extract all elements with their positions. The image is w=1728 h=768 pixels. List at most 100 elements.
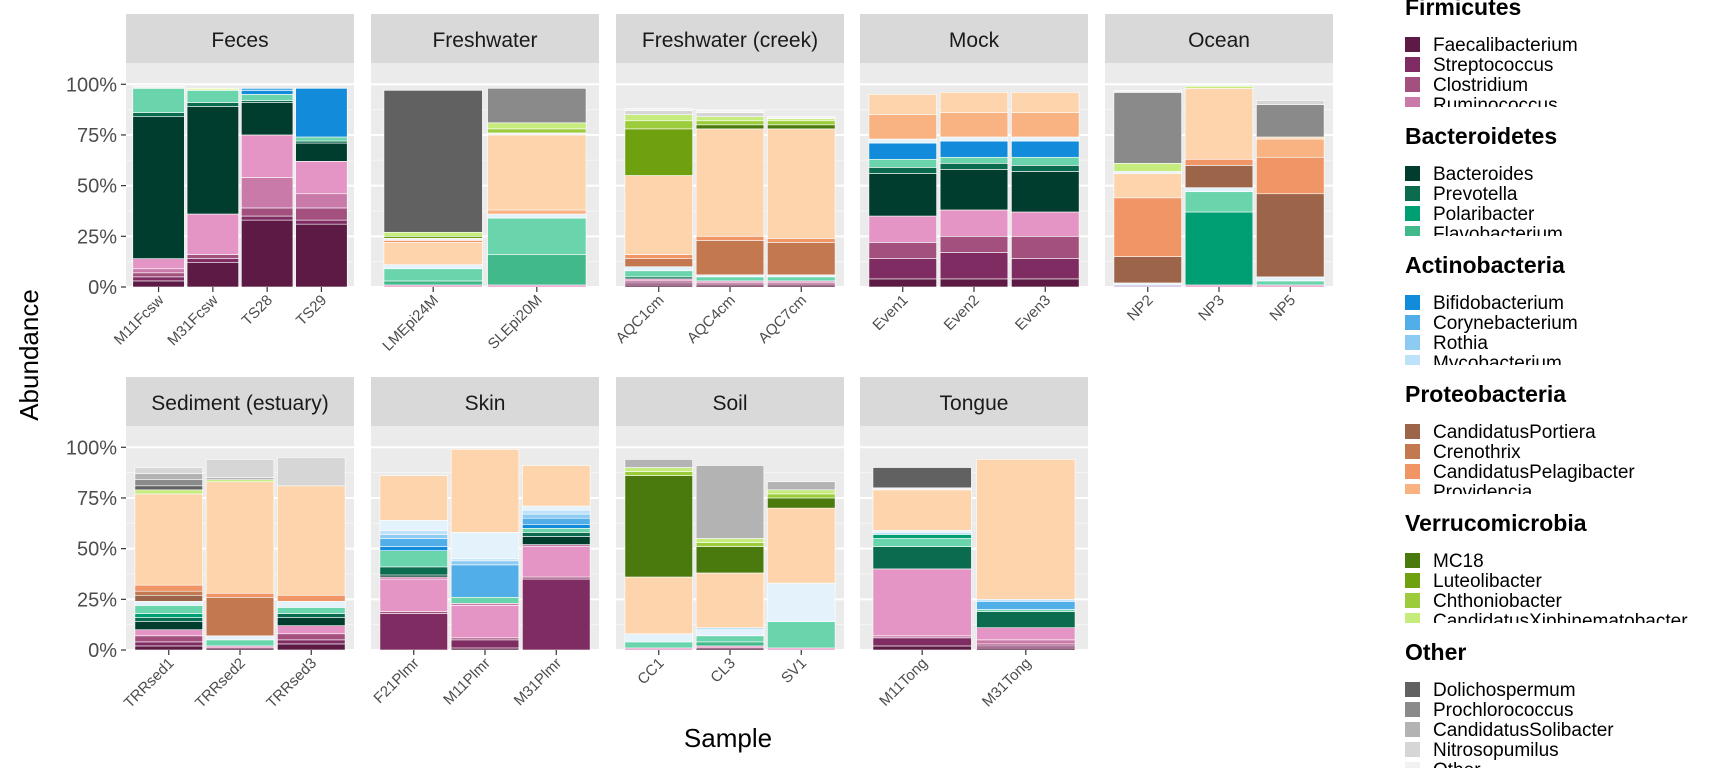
legend-item-label: Polaribacter — [1433, 204, 1535, 225]
bar-segment — [277, 457, 346, 487]
bar-segment — [379, 574, 448, 578]
facet-panel: Soil CC1 CL3 SV1 — [616, 377, 844, 688]
legend-swatch — [1405, 722, 1420, 737]
bar-segment — [767, 280, 836, 284]
bar-segment — [134, 645, 203, 651]
bar-segment — [383, 242, 483, 265]
bar-segment — [868, 242, 937, 259]
bar-segment — [695, 128, 765, 237]
bar-segment — [205, 477, 275, 481]
facet-strip — [616, 377, 844, 426]
stacked-bar — [939, 92, 1009, 288]
bar-segment — [1011, 136, 1080, 142]
x-axis-title: Sample — [684, 723, 772, 753]
legend-item-label: Chthoniobacter — [1433, 591, 1563, 612]
bar-segment — [379, 519, 448, 531]
bar-segment — [695, 274, 765, 278]
bar-segment — [695, 629, 765, 637]
facet-title: Freshwater — [432, 29, 537, 52]
legend-item-label: Mycobacterium — [1433, 353, 1562, 374]
facet-strip — [371, 377, 599, 426]
bar-segment — [450, 564, 520, 598]
bar-segment — [450, 637, 520, 641]
bar-segment — [379, 550, 448, 568]
bar-segment — [186, 213, 239, 255]
bar-segment — [872, 568, 972, 637]
bar-segment — [277, 601, 346, 608]
bar-segment — [976, 599, 1076, 602]
bar-segment — [1113, 163, 1182, 172]
bar-segment — [767, 128, 836, 239]
bar-segment — [295, 88, 348, 138]
bar-segment — [134, 473, 203, 481]
bar-segment — [1256, 280, 1325, 286]
bar-segment — [186, 258, 239, 263]
bar-segment — [976, 601, 1076, 610]
facet-title: Skin — [465, 392, 506, 415]
x-tick-label: NP3 — [1195, 292, 1228, 325]
stacked-bar — [295, 88, 348, 288]
bar-segment — [186, 106, 239, 215]
bar-segment — [277, 643, 346, 651]
bar-segment — [132, 112, 185, 118]
x-tick-label: AQC1cm — [613, 292, 668, 347]
bar-segment — [624, 280, 693, 284]
bar-segment — [624, 282, 693, 286]
facet-title: Soil — [712, 392, 747, 415]
bar-segment — [695, 572, 765, 628]
bar-segment — [767, 493, 836, 499]
bar-segment — [1184, 211, 1254, 286]
bar-segment — [487, 134, 587, 211]
bar-segment — [1113, 90, 1182, 93]
legend-item-label: CandidatusPelagibacter — [1433, 462, 1635, 483]
bar-segment — [1113, 197, 1182, 257]
bar-segment — [695, 282, 765, 286]
facet-panel: Tongue M11Tong M31Tong — [860, 377, 1088, 710]
legend-item-label: Flavobacterium — [1433, 224, 1563, 245]
bar-segment — [134, 489, 203, 495]
bar-segment — [624, 108, 693, 111]
bar-segment — [134, 605, 203, 614]
legend-group-title: Actinobacteria — [1405, 252, 1565, 278]
x-tick-label: TS29 — [293, 292, 330, 329]
bar-segment — [872, 489, 972, 531]
legend-group: OtherDolichospermumProchlorococcusCandid… — [1405, 639, 1614, 768]
bar-segment — [872, 534, 972, 539]
bar-segment — [695, 542, 765, 547]
bar-segment — [132, 86, 185, 89]
y-tick-label: 50% — [77, 539, 117, 561]
stacked-bar — [695, 110, 765, 288]
legend-item-label: Bacteroides — [1433, 164, 1533, 185]
bar-segment — [205, 481, 275, 594]
stacked-bar — [1184, 86, 1254, 288]
bar-segment — [939, 136, 1009, 142]
legend-items: MC18LuteolibacterChthoniobacterCandidatu… — [1405, 551, 1688, 623]
bar-segment — [1011, 171, 1080, 213]
legend-item-label: MC18 — [1433, 551, 1484, 572]
x-tick-label: SLEpi20M — [485, 292, 546, 353]
bar-segment — [241, 90, 294, 95]
bar-segment — [624, 475, 693, 578]
bar-segment — [241, 177, 294, 209]
bar-segment — [134, 641, 203, 647]
bar-segment — [134, 613, 203, 618]
bar-segment — [872, 530, 972, 533]
x-tick-label: Even3 — [1012, 292, 1054, 334]
bar-segment — [134, 601, 203, 606]
legend-swatch — [1405, 553, 1420, 568]
bar-segment — [134, 635, 203, 643]
stacked-bar — [379, 475, 448, 651]
bar-segment — [186, 262, 239, 288]
bar-segment — [522, 465, 591, 507]
y-tick-label: 25% — [77, 226, 117, 248]
legend-swatch — [1405, 57, 1420, 72]
bar-segment — [450, 449, 520, 533]
bar-segment — [522, 505, 591, 511]
legend-swatch — [1405, 226, 1420, 236]
bar-segment — [872, 635, 972, 639]
facet-title: Freshwater (creek) — [642, 29, 818, 52]
bar-segment — [132, 116, 185, 259]
x-tick-label: M11Plmr — [440, 655, 494, 709]
y-tick-label: 75% — [77, 125, 117, 147]
